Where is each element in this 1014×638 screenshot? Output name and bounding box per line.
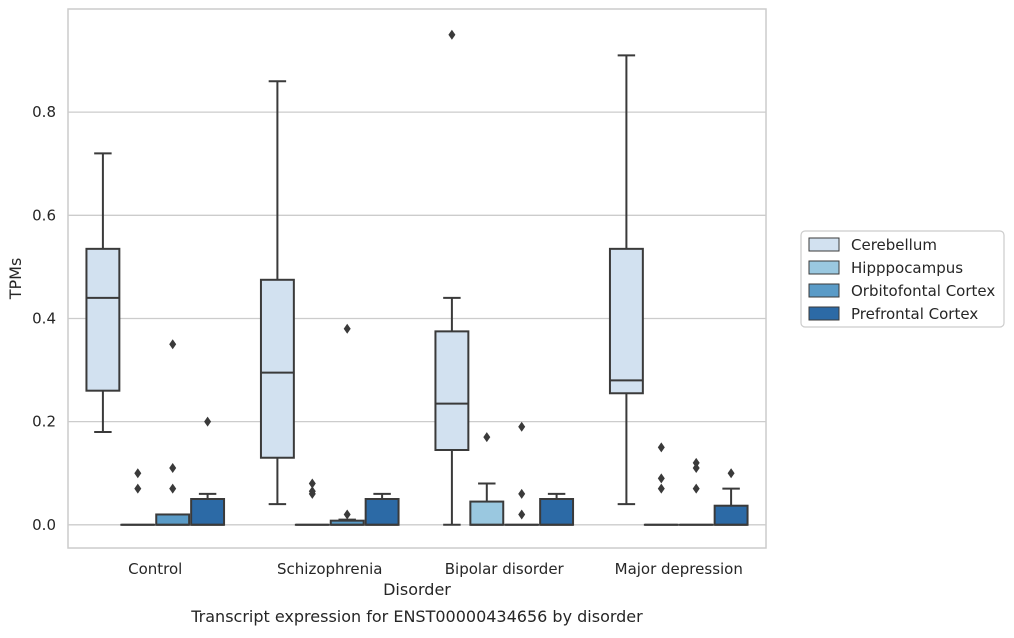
x-tick-labels: Control Schizophrenia Bipolar disorder Majo… xyxy=(128,560,743,578)
box-0-2 xyxy=(156,339,189,525)
legend-swatch xyxy=(809,238,839,251)
legend-swatch xyxy=(809,284,839,297)
legend-label: Cerebellum xyxy=(851,236,937,254)
grid-lines xyxy=(68,112,766,525)
y-tick-label: 0.6 xyxy=(32,206,56,224)
box-body xyxy=(261,280,294,458)
legend-swatch xyxy=(809,307,839,320)
box-2-0 xyxy=(435,30,468,525)
box-1-1 xyxy=(296,479,329,525)
legend-label: Prefrontal Cortex xyxy=(851,305,978,323)
box-0-0 xyxy=(86,153,119,432)
outlier-point xyxy=(658,442,665,452)
y-tick-label: 0.4 xyxy=(32,309,56,327)
y-tick-label: 0.0 xyxy=(32,516,56,534)
box-body xyxy=(715,506,748,525)
x-tick-label: Bipolar disorder xyxy=(445,560,565,578)
outlier-point xyxy=(518,422,525,432)
y-tick-labels: 0.0 0.2 0.4 0.6 0.8 xyxy=(32,103,56,534)
outlier-point xyxy=(693,484,700,494)
box-2-2 xyxy=(505,422,538,525)
outlier-point xyxy=(344,324,351,334)
y-tick-label: 0.8 xyxy=(32,103,56,121)
outlier-point xyxy=(658,484,665,494)
legend-label: Hipppocampus xyxy=(851,259,963,277)
outlier-point xyxy=(728,468,735,478)
box-1-0 xyxy=(261,81,294,504)
outlier-point xyxy=(169,463,176,473)
box-1-2 xyxy=(331,324,364,525)
box-3-1 xyxy=(645,442,678,524)
box-3-2 xyxy=(680,458,713,525)
x-axis-title: Disorder xyxy=(383,580,451,599)
chart-caption: Transcript expression for ENST0000043465… xyxy=(190,607,643,626)
x-tick-label: Major depression xyxy=(615,560,743,578)
box-body xyxy=(86,249,119,391)
outlier-point xyxy=(518,509,525,519)
outlier-point xyxy=(518,489,525,499)
outlier-point xyxy=(169,339,176,349)
box-2-1 xyxy=(470,432,503,525)
box-3-0 xyxy=(610,55,643,504)
outlier-point xyxy=(483,432,490,442)
outlier-point xyxy=(204,417,211,427)
x-tick-label: Control xyxy=(128,560,182,578)
outlier-point xyxy=(693,458,700,468)
outlier-point xyxy=(134,468,141,478)
boxes-layer xyxy=(86,30,747,525)
y-tick-label: 0.2 xyxy=(32,413,56,431)
box-0-1 xyxy=(121,468,154,525)
box-body xyxy=(156,514,189,524)
box-0-3 xyxy=(191,417,224,525)
box-body xyxy=(191,499,224,525)
x-tick-label: Schizophrenia xyxy=(277,560,382,578)
box-body xyxy=(366,499,399,525)
y-axis-title: TPMs xyxy=(6,258,25,301)
legend-swatch xyxy=(809,261,839,274)
outlier-point xyxy=(344,509,351,519)
box-3-3 xyxy=(715,468,748,525)
outlier-point xyxy=(309,479,316,489)
box-body xyxy=(435,331,468,450)
box-1-3 xyxy=(366,494,399,525)
outlier-point xyxy=(658,473,665,483)
box-body xyxy=(470,502,503,525)
outlier-point xyxy=(169,484,176,494)
legend: Cerebellum Hipppocampus Orbitofontal Corte… xyxy=(801,231,1004,327)
outlier-point xyxy=(134,484,141,494)
box-body xyxy=(540,499,573,525)
outlier-point xyxy=(448,30,455,40)
box-2-3 xyxy=(540,494,573,525)
legend-label: Orbitofontal Cortex xyxy=(851,282,995,300)
box-body xyxy=(610,249,643,393)
